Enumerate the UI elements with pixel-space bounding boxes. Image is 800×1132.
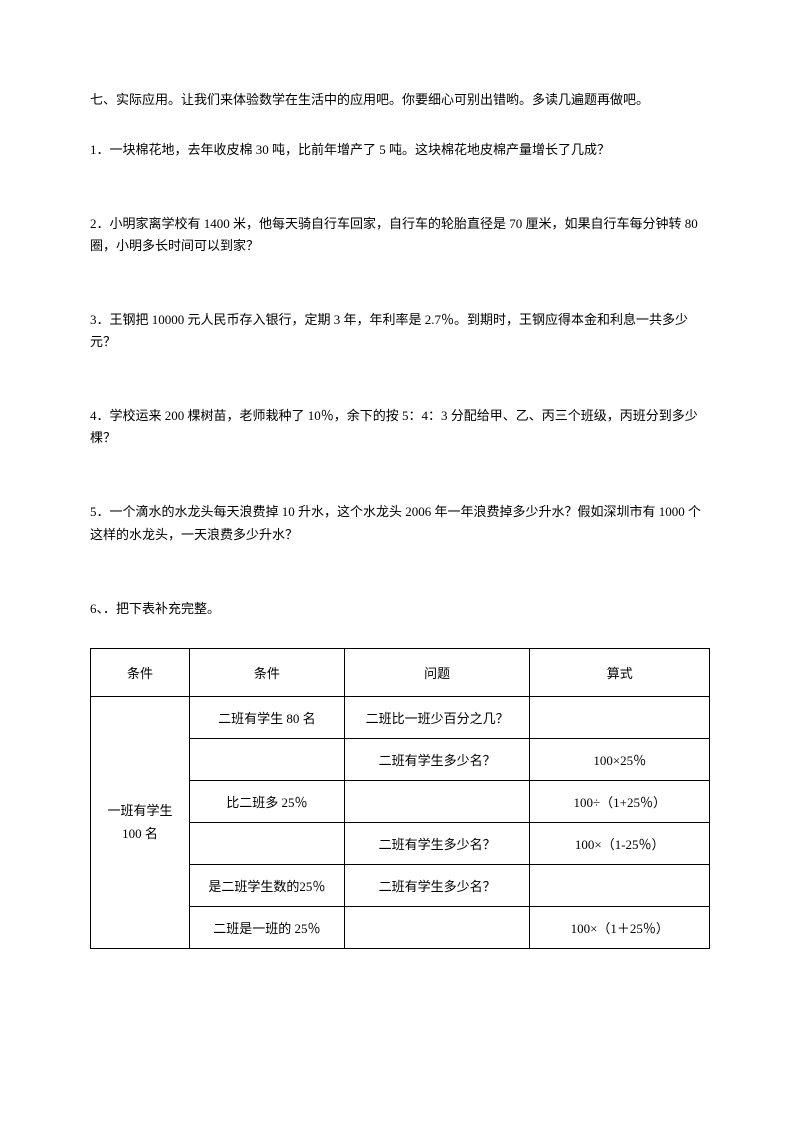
cell-r2-c2 [190, 738, 345, 780]
question-4: 4．学校运来 200 棵树苗，老师栽种了 10％，余下的按 5：4：3 分配给甲… [90, 405, 710, 449]
merged-line-1: 一班有学生 [91, 799, 189, 822]
cell-r1-c3: 二班比一班少百分之几？ [344, 696, 530, 738]
cell-r3-c4: 100÷（1+25％） [530, 780, 710, 822]
section-title: 七、实际应用。让我们来体验数学在生活中的应用吧。你要细心可别出错哟。多读几遍题再… [90, 90, 710, 111]
question-2: 2．小明家离学校有 1400 米，他每天骑自行车回家，自行车的轮胎直径是 70 … [90, 213, 710, 257]
question-6: 6、．把下表补充完整。 [90, 598, 710, 620]
header-question: 问题 [344, 648, 530, 696]
cell-r4-c2 [190, 822, 345, 864]
question-1: 1．一块棉花地，去年收皮棉 30 吨，比前年增产了 5 吨。这块棉花地皮棉产量增… [90, 139, 710, 161]
cell-r5-c3: 二班有学生多少名？ [344, 864, 530, 906]
cell-r1-c2: 二班有学生 80 名 [190, 696, 345, 738]
table-row: 一班有学生 100 名 二班有学生 80 名 二班比一班少百分之几？ [91, 696, 710, 738]
header-formula: 算式 [530, 648, 710, 696]
cell-r6-c3 [344, 906, 530, 948]
header-condition-1: 条件 [91, 648, 190, 696]
cell-r5-c2: 是二班学生数的25％ [190, 864, 345, 906]
cell-r3-c3 [344, 780, 530, 822]
header-condition-2: 条件 [190, 648, 345, 696]
question-3: 3．王钢把 10000 元人民币存入银行，定期 3 年，年利率是 2.7％。到期… [90, 309, 710, 353]
cell-r6-c2: 二班是一班的 25％ [190, 906, 345, 948]
cell-r3-c2: 比二班多 25％ [190, 780, 345, 822]
question-5: 5．一个滴水的水龙头每天浪费掉 10 升水，这个水龙头 2006 年一年浪费掉多… [90, 501, 710, 545]
merged-condition-cell: 一班有学生 100 名 [91, 696, 190, 948]
cell-r2-c3: 二班有学生多少名？ [344, 738, 530, 780]
cell-r4-c3: 二班有学生多少名？ [344, 822, 530, 864]
cell-r2-c4: 100×25％ [530, 738, 710, 780]
cell-r4-c4: 100×（1-25％） [530, 822, 710, 864]
table-header-row: 条件 条件 问题 算式 [91, 648, 710, 696]
cell-r1-c4 [530, 696, 710, 738]
cell-r5-c4 [530, 864, 710, 906]
completion-table: 条件 条件 问题 算式 一班有学生 100 名 二班有学生 80 名 二班比一班… [90, 648, 710, 949]
merged-line-2: 100 名 [91, 822, 189, 845]
cell-r6-c4: 100×（1＋25％） [530, 906, 710, 948]
